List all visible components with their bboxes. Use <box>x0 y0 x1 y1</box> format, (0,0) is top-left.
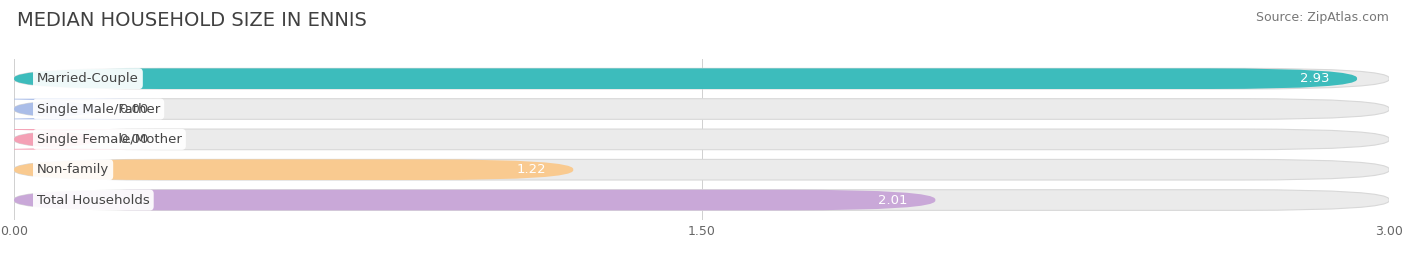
Text: Single Female/Mother: Single Female/Mother <box>37 133 181 146</box>
Text: 1.22: 1.22 <box>516 163 546 176</box>
FancyBboxPatch shape <box>14 159 574 180</box>
Text: Source: ZipAtlas.com: Source: ZipAtlas.com <box>1256 11 1389 24</box>
Text: 2.93: 2.93 <box>1301 72 1330 85</box>
Text: 0.00: 0.00 <box>120 103 149 116</box>
FancyBboxPatch shape <box>0 99 160 119</box>
Text: Non-family: Non-family <box>37 163 110 176</box>
FancyBboxPatch shape <box>14 129 1389 150</box>
FancyBboxPatch shape <box>14 68 1389 89</box>
Text: 0.00: 0.00 <box>120 133 149 146</box>
Text: 2.01: 2.01 <box>879 193 908 207</box>
Text: Single Male/Father: Single Male/Father <box>37 103 160 116</box>
Text: Total Households: Total Households <box>37 193 149 207</box>
FancyBboxPatch shape <box>14 99 1389 119</box>
FancyBboxPatch shape <box>14 190 1389 210</box>
Text: MEDIAN HOUSEHOLD SIZE IN ENNIS: MEDIAN HOUSEHOLD SIZE IN ENNIS <box>17 11 367 30</box>
FancyBboxPatch shape <box>14 159 1389 180</box>
FancyBboxPatch shape <box>14 68 1357 89</box>
FancyBboxPatch shape <box>14 190 935 210</box>
Text: Married-Couple: Married-Couple <box>37 72 139 85</box>
FancyBboxPatch shape <box>0 129 160 150</box>
